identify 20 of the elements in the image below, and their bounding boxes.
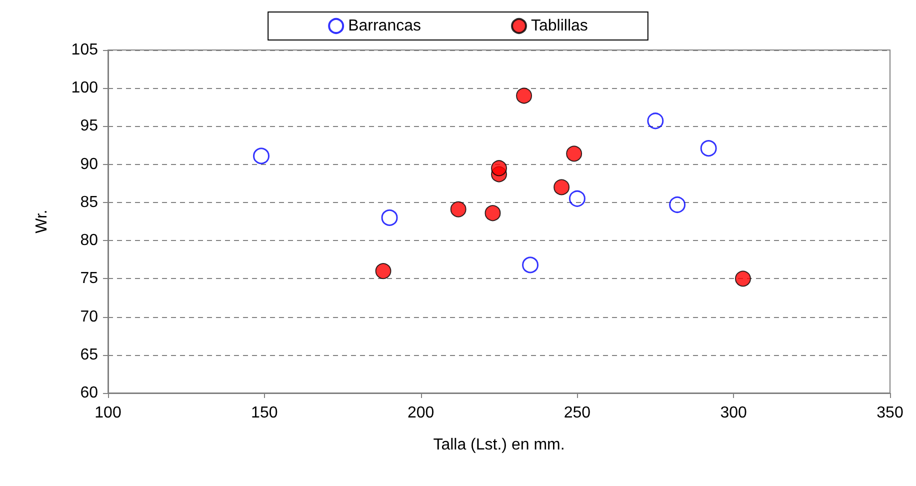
y-axis-title: Wr. <box>34 210 50 234</box>
x-tick-label: 250 <box>564 404 591 422</box>
legend-label: Barrancas <box>348 18 422 34</box>
y-tick-label: 85 <box>80 194 98 211</box>
y-tick-label: 70 <box>80 308 98 326</box>
y-tick-label: 100 <box>71 80 98 97</box>
y-tick-label: 65 <box>80 346 98 364</box>
x-tick-label: 150 <box>251 404 278 422</box>
x-tick-label: 350 <box>876 404 904 422</box>
legend-label: Tablillas <box>531 18 588 34</box>
x-tick-label: 300 <box>720 404 748 422</box>
y-tick-label: 75 <box>80 270 98 288</box>
y-tick-label: 95 <box>80 118 98 135</box>
x-tick-label: 100 <box>94 404 122 422</box>
x-axis-title: Talla (Lst.) en mm. <box>433 436 565 454</box>
y-tick-label: 105 <box>71 42 98 58</box>
y-tick-label: 90 <box>80 156 98 173</box>
y-tick-label: 60 <box>80 384 98 402</box>
x-tick-label: 200 <box>407 404 434 422</box>
y-tick-label: 80 <box>80 232 98 250</box>
